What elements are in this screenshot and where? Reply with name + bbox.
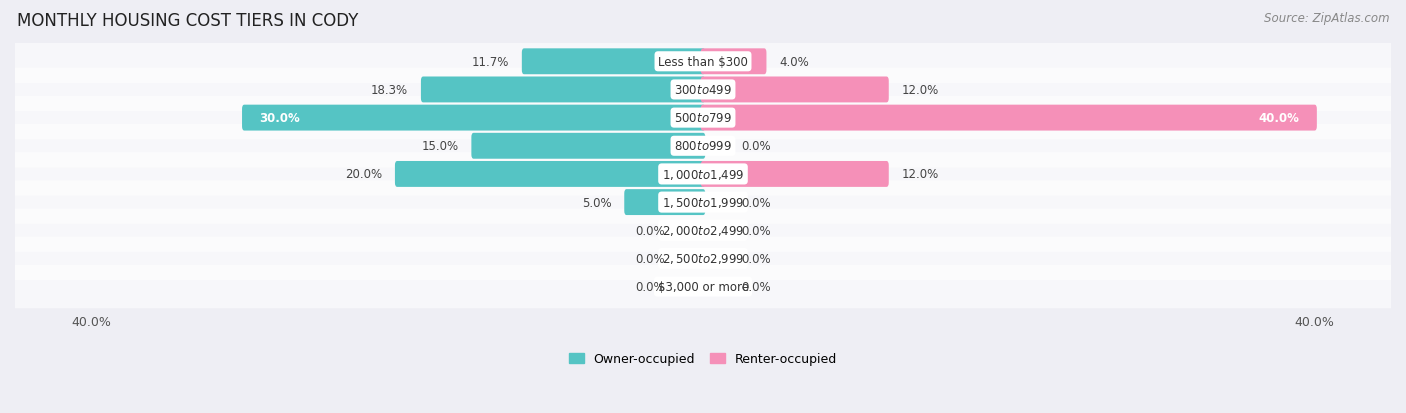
Text: $1,000 to $1,499: $1,000 to $1,499 [662,168,744,181]
FancyBboxPatch shape [700,49,766,75]
Text: 0.0%: 0.0% [636,280,665,293]
FancyBboxPatch shape [8,97,1398,140]
FancyBboxPatch shape [700,161,889,188]
Text: 0.0%: 0.0% [741,196,770,209]
Text: $500 to $799: $500 to $799 [673,112,733,125]
Text: $800 to $999: $800 to $999 [673,140,733,153]
FancyBboxPatch shape [624,190,706,216]
Text: 12.0%: 12.0% [901,84,939,97]
FancyBboxPatch shape [700,77,889,103]
Text: 40.0%: 40.0% [1295,316,1334,328]
Text: $1,500 to $1,999: $1,500 to $1,999 [662,196,744,209]
FancyBboxPatch shape [8,40,1398,84]
FancyBboxPatch shape [8,69,1398,112]
Text: MONTHLY HOUSING COST TIERS IN CODY: MONTHLY HOUSING COST TIERS IN CODY [17,12,359,30]
Text: 18.3%: 18.3% [371,84,408,97]
Text: 15.0%: 15.0% [422,140,458,153]
Text: 20.0%: 20.0% [344,168,382,181]
Text: $300 to $499: $300 to $499 [673,84,733,97]
Text: $3,000 or more: $3,000 or more [658,280,748,293]
Text: 40.0%: 40.0% [1258,112,1299,125]
Text: 4.0%: 4.0% [779,56,810,69]
Text: 0.0%: 0.0% [741,140,770,153]
FancyBboxPatch shape [8,209,1398,252]
FancyBboxPatch shape [420,77,706,103]
FancyBboxPatch shape [522,49,706,75]
Text: 12.0%: 12.0% [901,168,939,181]
Text: 0.0%: 0.0% [741,280,770,293]
Text: 30.0%: 30.0% [260,112,301,125]
Text: Source: ZipAtlas.com: Source: ZipAtlas.com [1264,12,1389,25]
Text: 40.0%: 40.0% [72,316,111,328]
Text: 0.0%: 0.0% [636,224,665,237]
Legend: Owner-occupied, Renter-occupied: Owner-occupied, Renter-occupied [562,347,844,372]
FancyBboxPatch shape [8,125,1398,168]
Text: $2,000 to $2,499: $2,000 to $2,499 [662,224,744,237]
FancyBboxPatch shape [700,105,1317,131]
FancyBboxPatch shape [8,153,1398,196]
Text: 11.7%: 11.7% [471,56,509,69]
FancyBboxPatch shape [8,237,1398,280]
Text: $2,500 to $2,999: $2,500 to $2,999 [662,252,744,266]
Text: Less than $300: Less than $300 [658,56,748,69]
FancyBboxPatch shape [8,265,1398,309]
FancyBboxPatch shape [242,105,706,131]
Text: 0.0%: 0.0% [741,224,770,237]
Text: 0.0%: 0.0% [741,252,770,265]
Text: 0.0%: 0.0% [636,252,665,265]
Text: 5.0%: 5.0% [582,196,612,209]
FancyBboxPatch shape [395,161,706,188]
FancyBboxPatch shape [471,133,706,159]
FancyBboxPatch shape [8,181,1398,224]
